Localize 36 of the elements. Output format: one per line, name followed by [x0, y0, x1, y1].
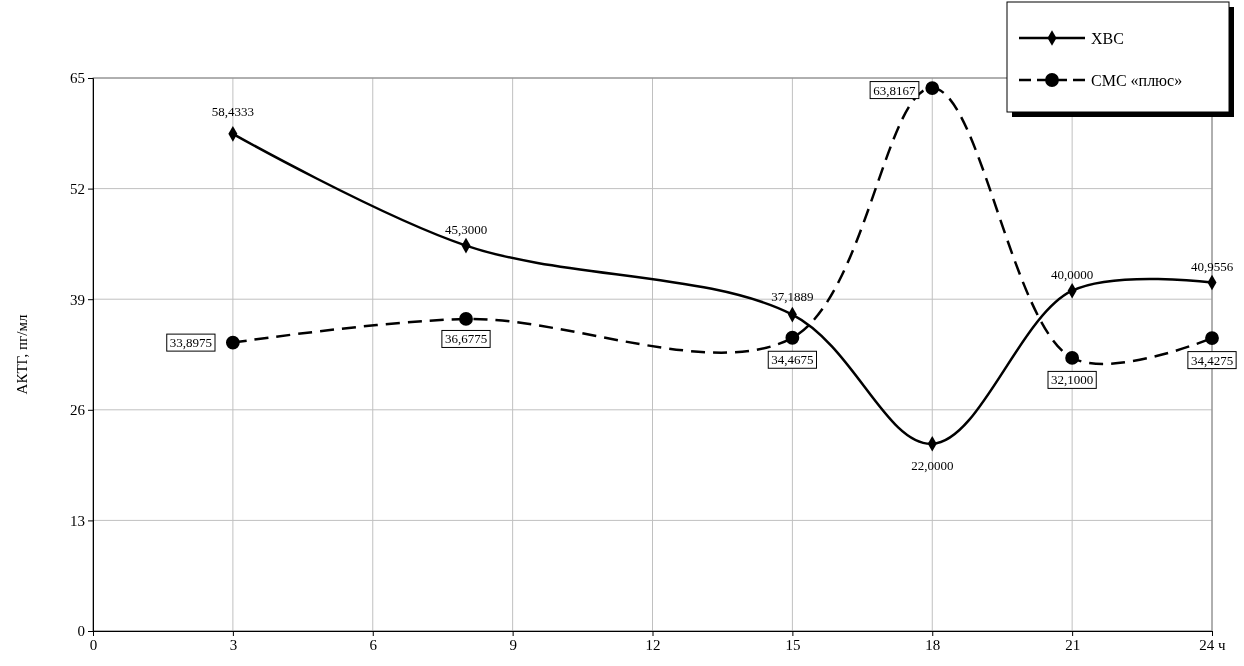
y-axis-title: АКТГ, пг/мл	[14, 314, 30, 395]
data-label: 22,0000	[911, 458, 954, 474]
y-tick-label: 65	[70, 70, 85, 87]
x-tick-label: 24 ч	[1199, 636, 1227, 653]
data-label: 58,4333	[211, 104, 254, 120]
point	[1065, 351, 1080, 365]
legend-label: ХВС	[1091, 29, 1124, 47]
point	[1205, 331, 1219, 345]
point	[785, 330, 800, 345]
y-tick-label: 26	[70, 402, 86, 419]
data-label: 40,0000	[1051, 267, 1094, 283]
point	[459, 312, 473, 326]
data-label: 34,4275	[1190, 352, 1234, 368]
data-label: 33,8975	[169, 335, 212, 351]
data-label: 36,6775	[444, 331, 488, 347]
x-tick-label: 6	[369, 636, 378, 653]
y-tick-label: 0	[77, 623, 85, 640]
data-label: 32,1000	[1051, 372, 1094, 388]
x-tick-label: 3	[229, 636, 238, 653]
x-tick-label: 18	[925, 636, 941, 653]
data-label: 37,1889	[771, 289, 814, 305]
legend-label: СМС «плюс»	[1091, 71, 1183, 89]
x-tick-label: 9	[509, 636, 517, 653]
point	[925, 81, 940, 95]
data-label: 34,4675	[771, 352, 814, 368]
x-tick-label: 12	[645, 636, 661, 653]
point	[225, 335, 240, 350]
x-tick-label: 21	[1065, 636, 1081, 653]
y-tick-label: 39	[70, 291, 85, 308]
y-tick-label: 13	[70, 512, 85, 529]
x-tick-label: 0	[89, 636, 98, 653]
data-label: 63,8167	[873, 82, 916, 98]
data-label: 40,9556	[1190, 259, 1234, 275]
data-label: 45,3000	[444, 222, 488, 238]
y-tick-label: 52	[70, 180, 85, 197]
x-tick-label: 15	[785, 636, 801, 653]
